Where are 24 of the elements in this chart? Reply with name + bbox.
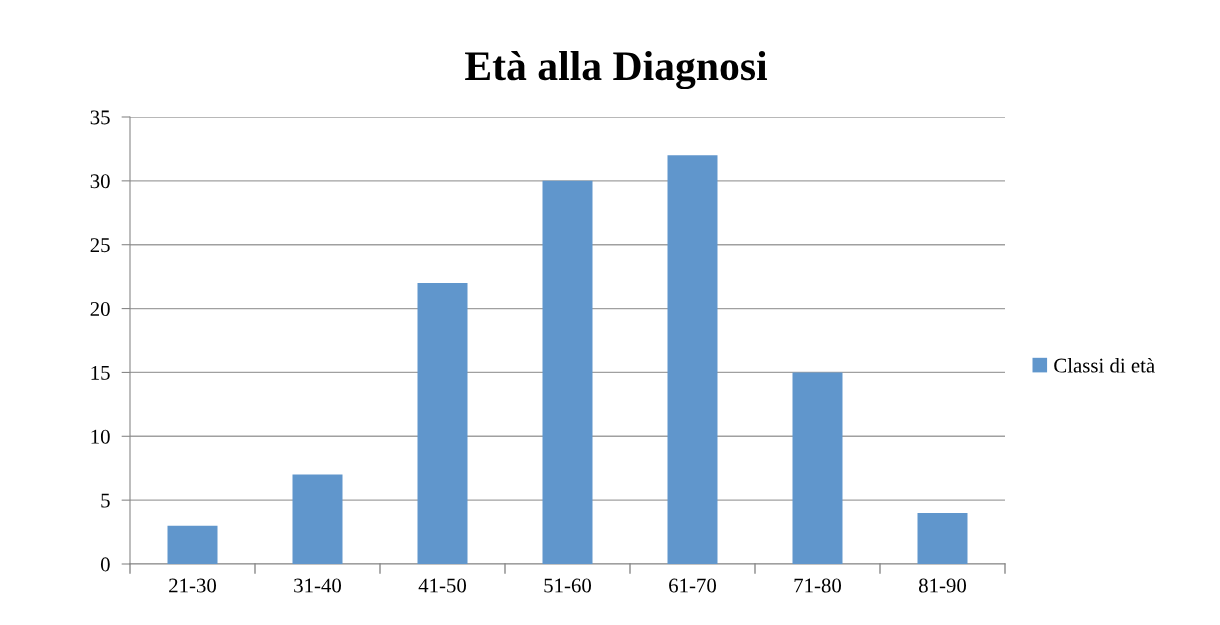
bar: [667, 155, 718, 564]
y-tick-label: 10: [91, 429, 110, 444]
y-tick-label: 30: [90, 174, 110, 189]
y-tick-label: 35: [90, 110, 110, 125]
bar: [792, 372, 843, 564]
x-tick-label: 51-60: [544, 578, 592, 593]
bar: [292, 474, 343, 564]
y-tick-label: 15: [91, 365, 110, 380]
y-tick-label: 25: [90, 238, 110, 253]
bar: [417, 283, 468, 564]
bar: [542, 180, 593, 564]
x-tick-label: 81-90: [918, 578, 967, 593]
y-tick-label: 5: [101, 493, 110, 508]
x-tick-label: 61-70: [669, 578, 717, 593]
bar: [917, 512, 968, 564]
x-tick-label: 31-40: [294, 578, 342, 593]
x-tick-label: 21-30: [169, 578, 217, 593]
legend-label: Classi di età: [1054, 357, 1155, 373]
x-tick-label: 41-50: [418, 578, 467, 593]
y-tick-label: 0: [100, 557, 110, 572]
y-tick-label: 20: [90, 301, 110, 316]
x-tick-label: 71-80: [794, 578, 842, 593]
chart-title: Età alla Diagnosi: [465, 50, 768, 90]
bar: [167, 525, 218, 564]
